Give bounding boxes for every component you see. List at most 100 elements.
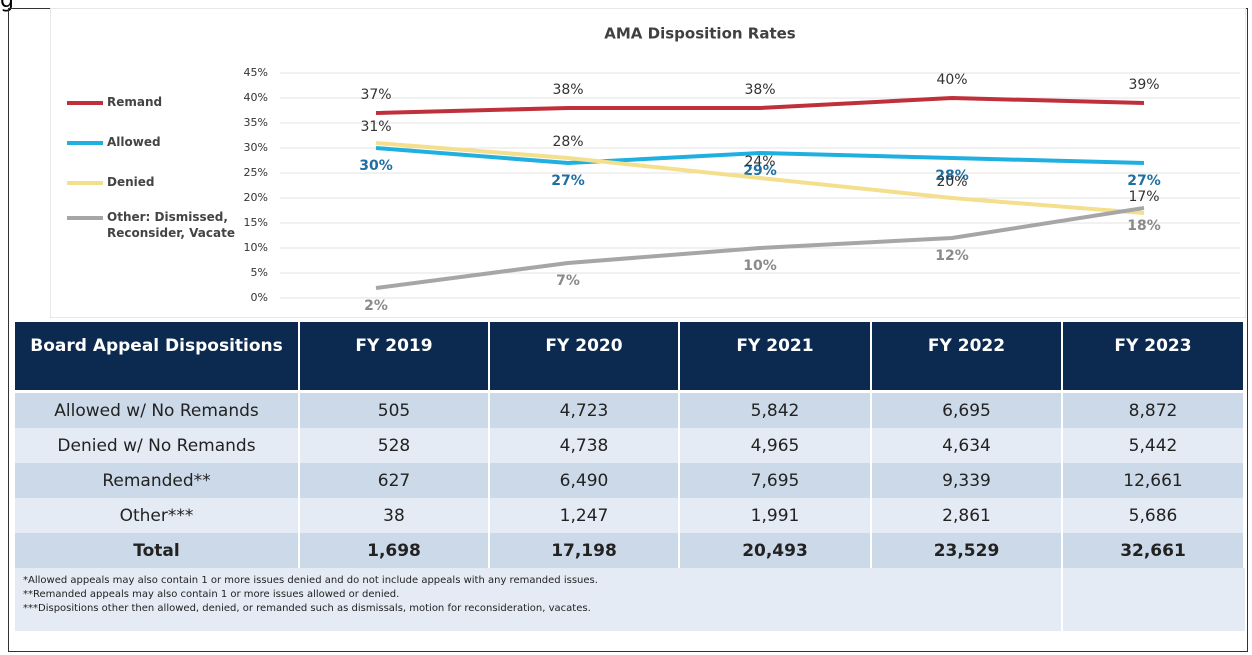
footnotes: *Allowed appeals may also contain 1 or m… [15,568,1245,631]
data-label: 38% [552,82,583,98]
data-label: 10% [743,258,777,274]
table-cell: 528 [300,428,490,463]
legend-swatch [67,141,103,145]
legend-swatch [67,216,103,220]
table-cell: 505 [300,393,490,428]
legend-entry: Other: Dismissed, Reconsider, Vacate [67,209,237,241]
table: Board Appeal Dispositions FY 2019 FY 2020 F… [15,322,1245,631]
y-tick-label: 25% [244,166,268,179]
header-cell: FY 2023 [1063,322,1245,390]
data-label: 37% [360,87,391,103]
series-line [375,146,1145,166]
legend-label: Remand [107,95,163,109]
data-label: 38% [744,82,775,98]
table-cell: 38 [300,498,490,533]
table-cell: 8,872 [1063,393,1245,428]
cropped-text: g [0,0,14,13]
total-cell: 1,698 [300,533,490,568]
legend-entry: Allowed [67,134,237,150]
chart-frame [50,8,1246,318]
data-label: 18% [1127,218,1161,234]
table-row: Denied w/ No Remands 528 4,738 4,965 4,634 5,… [15,428,1245,463]
table-cell: 6,695 [872,393,1063,428]
table-cell: 9,339 [872,463,1063,498]
total-cell: 20,493 [680,533,872,568]
table-row: Allowed w/ No Remands 505 4,723 5,842 6,695 8… [15,393,1245,428]
series-line [375,206,1145,290]
data-label: 12% [935,248,969,264]
data-label: 27% [551,173,585,189]
data-label: 31% [360,119,391,135]
total-cell: 32,661 [1063,533,1245,568]
table-cell: 5,442 [1063,428,1245,463]
y-tick-label: 45% [244,66,268,79]
table-cell: 2,861 [872,498,1063,533]
table-cell: 4,634 [872,428,1063,463]
data-label: 39% [1128,77,1159,93]
data-label: 24% [744,154,775,170]
footnote-box: *Allowed appeals may also contain 1 or m… [15,568,1063,631]
legend-entry: Denied [67,174,237,190]
series-line [375,141,1145,215]
data-label: 20% [936,174,967,190]
header-cell: FY 2019 [300,322,490,390]
header-cell: FY 2021 [680,322,872,390]
y-tick-label: 35% [244,116,268,129]
spacer [15,390,1245,393]
table-cell: 4,723 [490,393,680,428]
legend-label: Denied [107,175,155,189]
total-cell: 17,198 [490,533,680,568]
legend-swatch [67,101,103,105]
footnote-side [1063,568,1245,631]
header-cell: Board Appeal Dispositions [15,322,300,390]
table-cell: 6,490 [490,463,680,498]
legend-label: Other: Dismissed, Reconsider, Vacate [107,210,235,240]
table-row: Other*** 38 1,247 1,991 2,861 5,686 [15,498,1245,533]
table-cell: 627 [300,463,490,498]
total-row: Total 1,698 17,198 20,493 23,529 32,661 [15,533,1245,568]
series-line [375,95,1145,115]
data-label: 29% [743,163,777,179]
y-tick-label: 40% [244,91,268,104]
table-cell: 5,686 [1063,498,1245,533]
table-cell: 1,247 [490,498,680,533]
legend-entry: Remand [67,94,237,110]
data-label: 27% [1127,173,1161,189]
table-cell: Remanded** [15,463,300,498]
header-row: Board Appeal Dispositions FY 2019 FY 2020 F… [15,322,1245,390]
y-tick-label: 30% [244,141,268,154]
header-cell: FY 2020 [490,322,680,390]
table-row: Remanded** 627 6,490 7,695 9,339 12,661 [15,463,1245,498]
table-cell: 1,991 [680,498,872,533]
total-cell: Total [15,533,300,568]
table-cell: Denied w/ No Remands [15,428,300,463]
data-label: 7% [556,273,580,289]
footnote: **Remanded appeals may also contain 1 or… [23,589,400,600]
y-tick-label: 20% [244,191,268,204]
total-cell: 23,529 [872,533,1063,568]
y-tick-label: 15% [244,216,268,229]
data-label: 30% [359,158,393,174]
table-cell: 7,695 [680,463,872,498]
table-cell: 5,842 [680,393,872,428]
header-cell: FY 2022 [872,322,1063,390]
footnote: *Allowed appeals may also contain 1 or m… [23,575,598,586]
y-tick-label: 0% [251,291,268,304]
legend-swatch [67,181,103,185]
table-cell: Allowed w/ No Remands [15,393,300,428]
table-cell: Other*** [15,498,300,533]
chart-title: AMA Disposition Rates [604,25,796,43]
y-tick-label: 10% [244,241,268,254]
y-tick-label: 5% [251,266,268,279]
data-label: 17% [1128,189,1159,205]
table-cell: 4,738 [490,428,680,463]
table-cell: 4,965 [680,428,872,463]
chart: AMA Disposition Rates 0% 5% 10% 15% 20% 25% 30… [50,8,1246,318]
legend-label: Allowed [107,135,161,149]
data-label: 40% [936,72,967,88]
data-label: 2% [364,298,388,314]
data-label: 28% [935,168,969,184]
data-label: 28% [552,134,583,150]
table-cell: 12,661 [1063,463,1245,498]
